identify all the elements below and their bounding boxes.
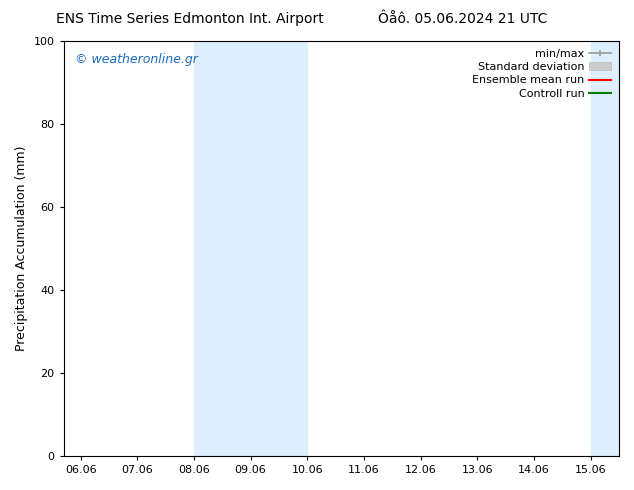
Bar xyxy=(591,41,619,456)
Legend: min/max, Standard deviation, Ensemble mean run, Controll run: min/max, Standard deviation, Ensemble me… xyxy=(468,45,616,103)
Bar xyxy=(194,41,307,456)
Text: © weatheronline.gr: © weatheronline.gr xyxy=(75,53,198,67)
Y-axis label: Precipitation Accumulation (mm): Precipitation Accumulation (mm) xyxy=(15,146,28,351)
Text: ENS Time Series Edmonton Int. Airport: ENS Time Series Edmonton Int. Airport xyxy=(56,12,324,26)
Text: Ôåô. 05.06.2024 21 UTC: Ôåô. 05.06.2024 21 UTC xyxy=(378,12,548,26)
